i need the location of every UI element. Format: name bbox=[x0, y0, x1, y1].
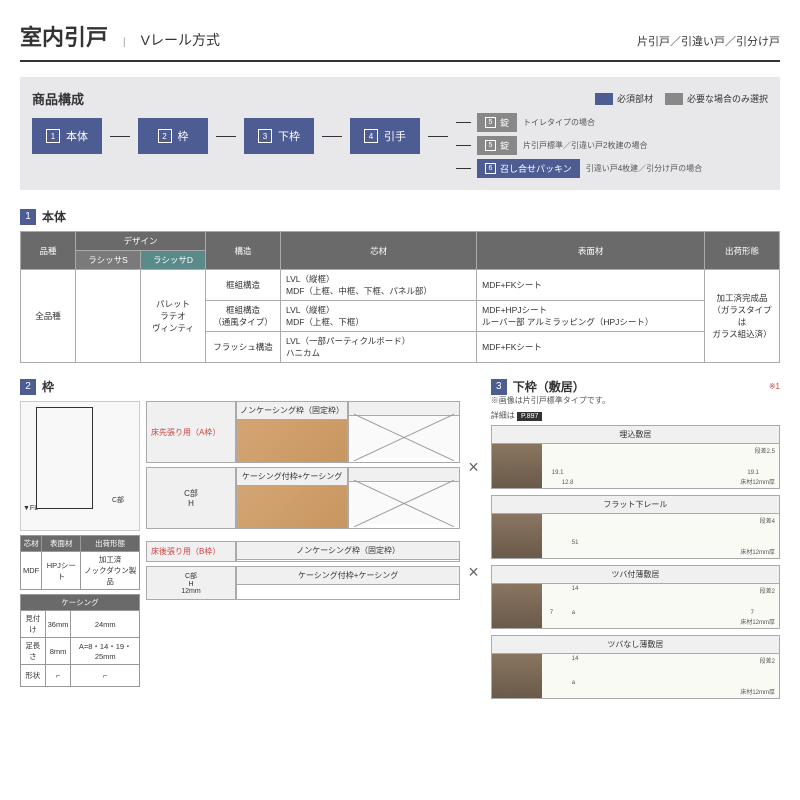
section1-num: 1 bbox=[20, 209, 36, 225]
section3-num: 3 bbox=[491, 379, 507, 395]
th-kouzou: 構造 bbox=[206, 232, 281, 270]
branch-box-lock2: 5錠 bbox=[477, 136, 517, 155]
cross-diagram-1 bbox=[349, 416, 459, 458]
cell-hinshu: 全品種 bbox=[21, 270, 76, 363]
flow-box-2: 2枠 bbox=[138, 118, 208, 154]
legend-optional-box bbox=[665, 93, 683, 105]
frame-b-label: 床後張り用（B枠） bbox=[146, 541, 236, 562]
casing-label: ケーシング付枠+ケーシング bbox=[237, 468, 347, 486]
branch-note-2: 片引戸標準／引違い戸2枚建の場合 bbox=[523, 140, 647, 151]
door-diagram: ▼FL C部 bbox=[20, 401, 140, 531]
header-right: 片引戸／引違い戸／引分け戸 bbox=[637, 33, 780, 49]
branch-box-packing: 6召し合せパッキン bbox=[477, 159, 580, 178]
cell-hyoumen-2: MDF+FKシート bbox=[477, 332, 705, 363]
legend-optional-label: 必要な場合のみ選択 bbox=[687, 92, 768, 105]
cell-design-d: パレット ラテオ ヴィンティ bbox=[141, 270, 206, 363]
section2: 2 枠 ▼FL C部 芯材表面材出荷形態 MDFHPJシート加工済 ノックダウン… bbox=[20, 378, 483, 705]
section2-title: 枠 bbox=[42, 378, 54, 395]
subtitle: Vレール方式 bbox=[141, 30, 220, 50]
frame-a-label: 床先張り用（A枠） bbox=[146, 401, 236, 463]
section3-title: 下枠（敷居） bbox=[513, 378, 585, 395]
noncasing-label: ノンケーシング枠（固定枠） bbox=[237, 402, 347, 420]
sill-item-1: フラット下レール 段差451床材12mm厚 bbox=[491, 495, 780, 559]
flow-branches: 5錠トイレタイプの場合 5錠片引戸標準／引違い戸2枚建の場合 6召し合せパッキン… bbox=[456, 113, 702, 178]
page-title: 室内引戸 bbox=[20, 20, 108, 52]
cell-shinzai-0: LVL（縦框） MDF（上框、中框、下框、パネル部） bbox=[281, 270, 477, 301]
cell-hyoumen-0: MDF+FKシート bbox=[477, 270, 705, 301]
cell-shukka: 加工済完成品 （ガラスタイプは ガラス組込済） bbox=[705, 270, 780, 363]
flow-box-4: 4引手 bbox=[350, 118, 420, 154]
sill-item-0: 埋込敷居 段差2.519.119.112.8床材12mm厚 bbox=[491, 425, 780, 489]
cell-kouzou-2: フラッシュ構造 bbox=[206, 332, 281, 363]
legend-required-label: 必須部材 bbox=[617, 92, 653, 105]
th-shukka: 出荷形態 bbox=[705, 232, 780, 270]
ref-badge: P.897 bbox=[517, 412, 542, 421]
cross-diagram-2 bbox=[349, 482, 459, 524]
th-hyoumen: 表面材 bbox=[477, 232, 705, 270]
cell-hyoumen-1: MDF+HPJシート ルーバー部 アルミラッピング（HPJシート） bbox=[477, 301, 705, 332]
mini-table-casing: ケーシング 見付け36mm24mm 足長さ8mmA=8・14・19・25mm 形… bbox=[20, 594, 140, 687]
divider: | bbox=[123, 37, 126, 48]
composition-panel: 商品構成 必須部材 必要な場合のみ選択 1本体 2枠 3下枠 4引手 5錠トイレ… bbox=[20, 77, 780, 190]
section3-note: ※画像は片引戸標準タイプです。 bbox=[491, 395, 780, 406]
th-design-s: ラシッサS bbox=[76, 251, 141, 270]
flow-box-1: 1本体 bbox=[32, 118, 102, 154]
branch-note-3: 引違い戸4枚建／引分け戸の場合 bbox=[586, 163, 702, 174]
frame-img-2 bbox=[237, 486, 347, 528]
sill-item-2: ツバ付薄敷居 14段差27a7床材12mm厚 bbox=[491, 565, 780, 629]
th-shinzai: 芯材 bbox=[281, 232, 477, 270]
mini-table-material: 芯材表面材出荷形態 MDFHPJシート加工済 ノックダウン製品 bbox=[20, 535, 140, 590]
section2-num: 2 bbox=[20, 379, 36, 395]
composition-title: 商品構成 bbox=[32, 89, 84, 108]
multiply-icon: × bbox=[464, 457, 483, 478]
flow-diagram: 1本体 2枠 3下枠 4引手 5錠トイレタイプの場合 5錠片引戸標準／引違い戸2… bbox=[32, 118, 768, 178]
section3: 3 下枠（敷居） ※1 ※画像は片引戸標準タイプです。 詳細は P.897 埋込… bbox=[491, 378, 780, 705]
cell-kouzou-1: 框組構造 （通風タイプ） bbox=[206, 301, 281, 332]
note-star: ※1 bbox=[769, 382, 780, 391]
sill-item-3: ツバなし薄敷居 14段差2a床材12mm厚 bbox=[491, 635, 780, 699]
multiply-icon: × bbox=[464, 562, 483, 583]
th-hinshu: 品種 bbox=[21, 232, 76, 270]
section1-head: 1 本体 bbox=[20, 208, 780, 225]
legend: 必須部材 必要な場合のみ選択 bbox=[595, 92, 768, 105]
cell-design-s bbox=[76, 270, 141, 363]
frame-img-1 bbox=[237, 420, 347, 462]
cell-shinzai-1: LVL（縦框） MDF（上框、下框） bbox=[281, 301, 477, 332]
branch-note-1: トイレタイプの場合 bbox=[523, 117, 595, 128]
flow-box-3: 3下枠 bbox=[244, 118, 314, 154]
branch-box-lock1: 5錠 bbox=[477, 113, 517, 132]
th-design: デザイン bbox=[76, 232, 206, 251]
page-header: 室内引戸 | Vレール方式 片引戸／引違い戸／引分け戸 bbox=[20, 20, 780, 62]
th-design-d: ラシッサD bbox=[141, 251, 206, 270]
section1-table: 品種 デザイン 構造 芯材 表面材 出荷形態 ラシッサS ラシッサD 全品種 パ… bbox=[20, 231, 780, 363]
section1-title: 本体 bbox=[42, 208, 66, 225]
cell-shinzai-2: LVL（一部パーティクルボード） ハニカム bbox=[281, 332, 477, 363]
cell-kouzou-0: 框組構造 bbox=[206, 270, 281, 301]
legend-required-box bbox=[595, 93, 613, 105]
